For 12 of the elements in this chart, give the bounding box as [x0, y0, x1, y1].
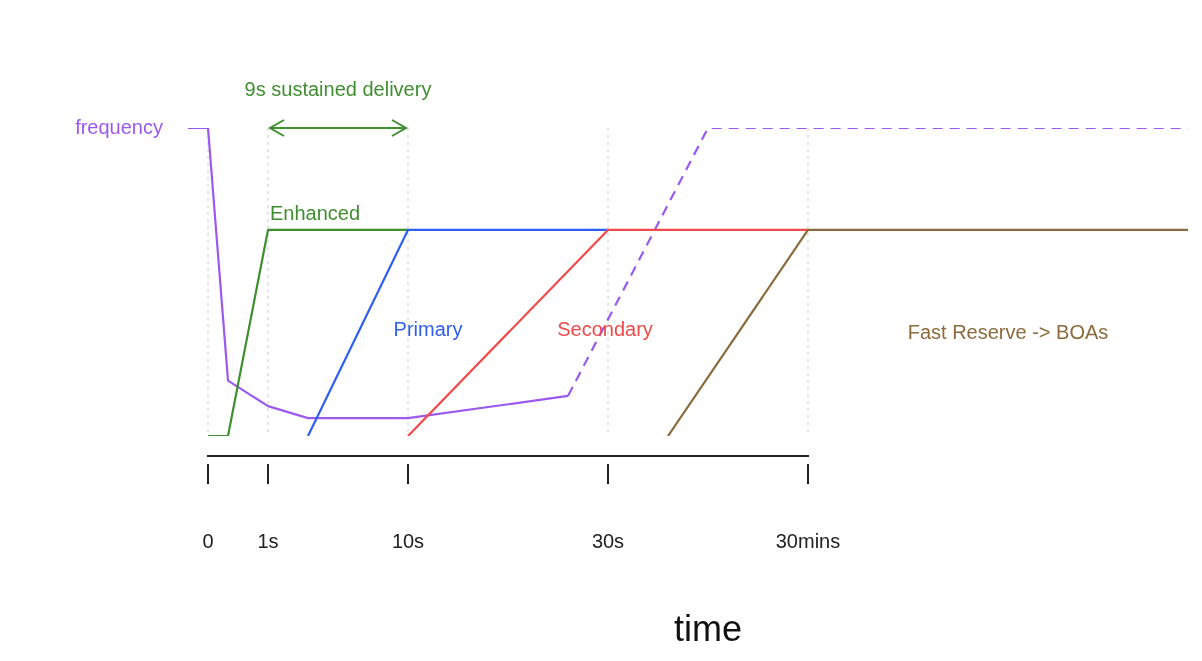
x-tick-label: 0 — [202, 530, 214, 552]
series-label: Primary — [393, 318, 463, 340]
series-label: Secondary — [557, 318, 653, 340]
x-tick-label: 30s — [591, 530, 625, 552]
x-axis-title: time — [673, 608, 743, 649]
text: 9s sustained delivery — [244, 78, 432, 100]
series-label: frequency — [75, 116, 163, 138]
series-label: Enhanced — [270, 201, 361, 224]
x-tick-label: 30mins — [775, 530, 841, 552]
x-tick-label: 10s — [391, 530, 425, 552]
x-tick-label: 1s — [257, 530, 279, 552]
text: Fast Reserve -> BOAs — [907, 321, 1109, 343]
